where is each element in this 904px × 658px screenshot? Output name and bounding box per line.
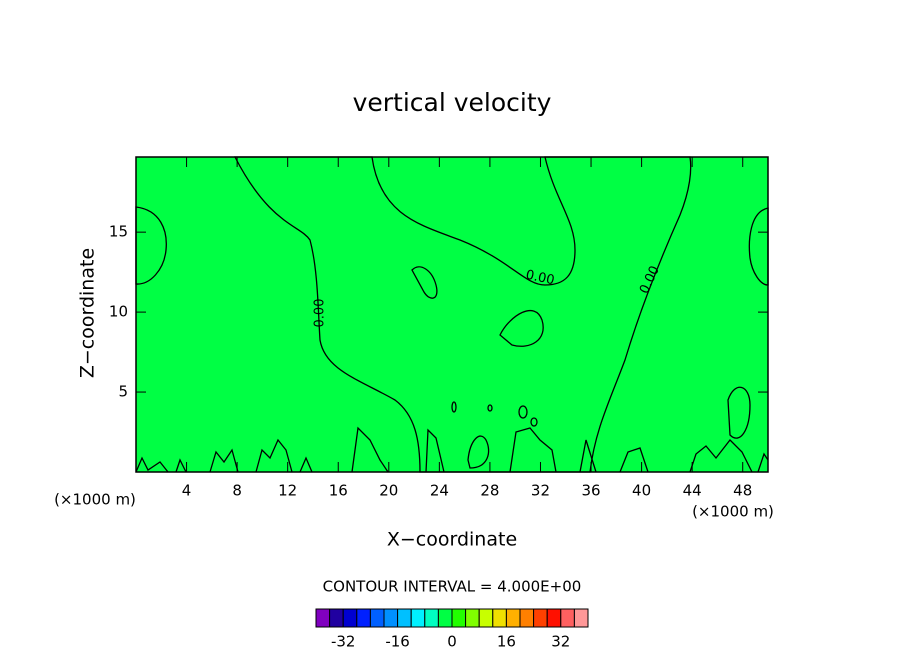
colorbar-box (437, 608, 453, 628)
colorbar-tick-label: -32 (331, 633, 356, 651)
small-cell (487, 404, 493, 412)
contour-label: 0.00 (313, 299, 328, 328)
contour-label: 0.00 (524, 268, 555, 289)
colorbar-box (424, 608, 439, 628)
y-axis-label: Z−coordinate (77, 248, 99, 378)
edge-region (135, 206, 167, 285)
contour-noise (135, 426, 769, 473)
x-axis-label: X−coordinate (387, 529, 517, 551)
colorbar-box (478, 608, 494, 628)
x-tick-label: 36 (581, 482, 600, 500)
positive-cell (727, 386, 751, 439)
small-cell (518, 405, 528, 419)
colorbar-box (533, 608, 548, 628)
positive-region (233, 156, 692, 473)
colorbar-box (369, 608, 385, 628)
colorbar-box (492, 608, 507, 628)
chart-title: vertical velocity (353, 88, 552, 117)
x-unit: (×1000 m) (54, 491, 136, 509)
edge-region (748, 207, 769, 286)
x-tick-label: 48 (733, 482, 752, 500)
colorbar-tick-label: -16 (385, 633, 410, 651)
colorbar-tick-label: 16 (497, 633, 516, 651)
x-tick-label: 32 (531, 482, 550, 500)
colorbar-box (397, 608, 412, 628)
negative-cell (499, 309, 544, 347)
colorbar-box (451, 608, 467, 628)
x-tick-label: 8 (232, 482, 242, 500)
plot-frame (135, 156, 769, 473)
colorbar-box (465, 608, 480, 628)
x-tick-label: 28 (480, 482, 499, 500)
colorbar-box (342, 608, 358, 628)
x-tick-label: 4 (182, 482, 192, 500)
small-cell (451, 401, 457, 413)
colorbar-box (329, 608, 344, 628)
colorbar-tick-label: 32 (551, 633, 570, 651)
x-tick-label: 20 (379, 482, 398, 500)
colorbar-box (410, 608, 426, 628)
y-tick-label: 10 (109, 303, 128, 321)
contour-field (135, 156, 769, 473)
colorbar-box (315, 608, 331, 628)
x-tick-label: 44 (683, 482, 702, 500)
y-tick-label: 5 (118, 383, 128, 401)
colorbar-tick-label: 0 (447, 633, 457, 651)
colorbar-box (573, 608, 589, 628)
colorbar-box (383, 608, 399, 628)
colorbar-box (356, 608, 371, 628)
x-tick-label: 24 (430, 482, 449, 500)
colorbar-box (519, 608, 535, 628)
field-background (136, 157, 768, 472)
y-tick-label: 15 (109, 223, 128, 241)
colorbar-box (505, 608, 521, 628)
contour-interval: CONTOUR INTERVAL = 4.000E+00 (323, 578, 582, 596)
x-tick-label: 16 (329, 482, 348, 500)
peak-cell (467, 435, 490, 469)
colorbar-box (546, 608, 562, 628)
x-unit: (×1000 m) (692, 503, 774, 521)
colorbar-box (560, 608, 575, 628)
x-tick-label: 12 (278, 482, 297, 500)
small-cell (530, 417, 538, 427)
x-tick-label: 40 (632, 482, 651, 500)
negative-cell (411, 266, 438, 299)
